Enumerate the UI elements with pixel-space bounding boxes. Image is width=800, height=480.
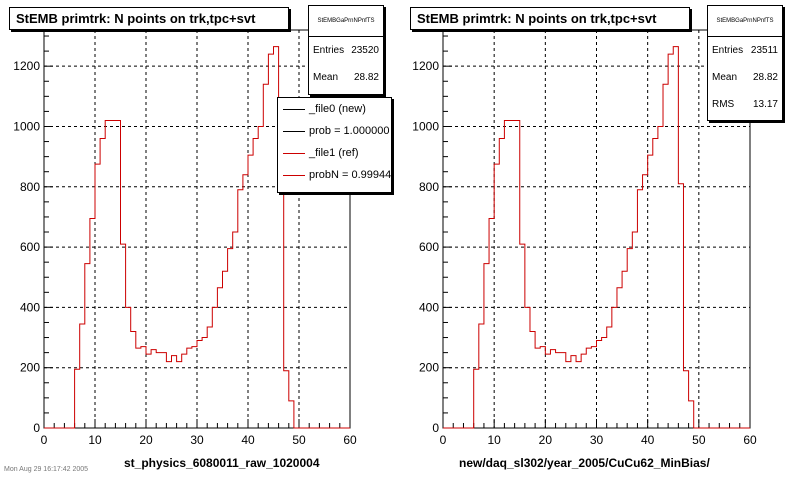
footer-timestamp: Mon Aug 29 16:17:42 2005 <box>4 466 89 473</box>
legend-entry-file1: _file1 (ref) <box>278 142 391 164</box>
legend-entry-prob: prob = 1.000000 <box>278 120 391 142</box>
legend-label: prob = 1.000000 <box>309 125 390 137</box>
stats-row-entries-right: Entries 23511 <box>708 37 782 64</box>
x-tick-label: 20 <box>539 433 553 447</box>
legend-swatch <box>283 153 305 154</box>
chart-title-right: StEMB primtrk: N points on trk,tpc+svt <box>410 7 690 30</box>
stats-label: RMS <box>712 99 735 110</box>
x-caption-left: st_physics_6080011_raw_1020004 <box>124 456 320 470</box>
stats-name-left: StEMBGaPrnNPnfTS <box>309 6 383 37</box>
stats-value: 23520 <box>351 45 379 56</box>
stats-label: Entries <box>313 45 345 56</box>
x-tick-label: 60 <box>343 433 357 447</box>
x-tick-label: 30 <box>590 433 604 447</box>
stats-box-right: StEMBGaPrnNPnfTS Entries 23511 Mean 28.8… <box>707 5 783 121</box>
y-tick-label: 1000 <box>13 119 40 133</box>
y-tick-label: 1000 <box>412 119 439 133</box>
legend-swatch <box>283 109 305 110</box>
legend-swatch <box>283 175 305 176</box>
y-tick-label: 1200 <box>412 59 439 73</box>
stats-label: Mean <box>712 72 738 83</box>
x-tick-label: 20 <box>139 433 153 447</box>
y-tick-label: 1200 <box>13 59 40 73</box>
x-tick-label: 10 <box>487 433 501 447</box>
y-tick-label: 800 <box>419 180 439 194</box>
legend-label: _file1 (ref) <box>309 147 359 159</box>
x-tick-label: 60 <box>743 433 757 447</box>
stats-row-rms-right: RMS 13.17 <box>708 91 782 118</box>
x-tick-label: 40 <box>641 433 655 447</box>
stats-name-right: StEMBGaPrnNPnfTS <box>708 6 782 37</box>
x-tick-label: 40 <box>241 433 255 447</box>
x-tick-label: 50 <box>692 433 706 447</box>
stats-value: 28.82 <box>752 72 778 83</box>
y-tick-label: 200 <box>419 361 439 375</box>
x-tick-label: 0 <box>41 433 48 447</box>
legend-label: probN = 0.99944 <box>309 169 392 181</box>
y-tick-label: 400 <box>20 300 40 314</box>
stats-box-left: StEMBGaPrnNPnfTS Entries 23520 Mean 28.8… <box>308 5 384 95</box>
y-tick-label: 0 <box>432 421 439 435</box>
x-tick-label: 10 <box>88 433 102 447</box>
stats-value: 28.82 <box>353 72 379 83</box>
stats-row-entries-left: Entries 23520 <box>309 37 383 64</box>
legend-label: _file0 (new) <box>309 103 366 115</box>
x-tick-label: 0 <box>440 433 447 447</box>
legend-entry-probn: probN = 0.99944 <box>278 164 391 186</box>
legend-entry-file0: _file0 (new) <box>278 98 391 120</box>
stats-label: Mean <box>313 72 339 83</box>
stats-row-mean-right: Mean 28.82 <box>708 64 782 91</box>
legend-left: _file0 (new) prob = 1.000000 _file1 (ref… <box>277 97 392 193</box>
y-tick-label: 600 <box>20 240 40 254</box>
y-tick-label: 200 <box>20 361 40 375</box>
y-tick-label: 600 <box>419 240 439 254</box>
y-tick-label: 0 <box>33 421 40 435</box>
y-tick-label: 400 <box>419 300 439 314</box>
x-tick-label: 50 <box>292 433 306 447</box>
stats-value: 23511 <box>750 45 778 56</box>
x-caption-right: new/daq_sl302/year_2005/CuCu62_MinBias/ <box>459 456 710 470</box>
histogram-series-0 <box>443 46 750 429</box>
stats-row-mean-left: Mean 28.82 <box>309 64 383 91</box>
chart-title-left: StEMB primtrk: N points on trk,tpc+svt <box>9 7 289 30</box>
stats-label: Entries <box>712 45 744 56</box>
legend-swatch <box>283 131 305 132</box>
stats-value: 13.17 <box>752 99 778 110</box>
y-tick-label: 800 <box>20 180 40 194</box>
x-tick-label: 30 <box>190 433 204 447</box>
